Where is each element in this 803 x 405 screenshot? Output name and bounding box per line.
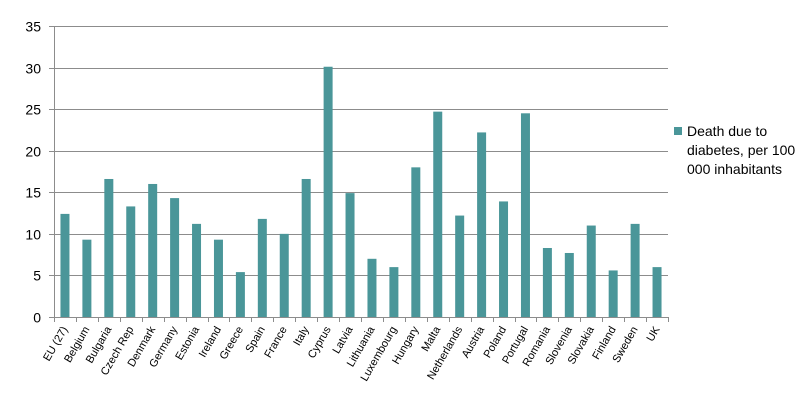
legend-swatch: [674, 127, 682, 135]
bar: [542, 247, 552, 317]
bar: [213, 239, 223, 317]
bar: [345, 193, 355, 317]
bar: [104, 178, 114, 317]
bar: [323, 66, 333, 318]
bar: [235, 272, 245, 317]
bar: [564, 252, 574, 317]
bar: [586, 225, 596, 317]
bar: [192, 223, 202, 317]
y-tick-label: 30: [25, 61, 41, 77]
bar: [433, 111, 443, 317]
bar: [82, 239, 92, 317]
bar: [499, 201, 509, 317]
x-tick-label: Italy: [291, 324, 312, 348]
y-tick-label: 20: [25, 144, 41, 160]
y-tick-label: 25: [25, 102, 41, 118]
bar: [148, 183, 158, 317]
bar: [301, 178, 311, 317]
bar: [170, 198, 180, 317]
y-tick-label: 35: [25, 19, 41, 35]
y-tick-label: 15: [25, 185, 41, 201]
x-tick-label: UK: [645, 324, 663, 344]
bar: [126, 206, 136, 317]
bar: [630, 223, 640, 317]
legend-label: Death due to diabetes, per 100 000 inhab…: [687, 123, 796, 177]
bar: [477, 132, 487, 317]
bar: [520, 113, 530, 317]
bar: [455, 215, 465, 317]
y-tick-label: 10: [25, 227, 41, 243]
y-tick-label: 0: [33, 310, 41, 326]
y-tick-label: 5: [33, 268, 41, 284]
bar: [60, 213, 70, 317]
bar: [608, 270, 618, 317]
bar: [411, 167, 421, 317]
bar: [389, 267, 399, 317]
bar: [652, 267, 662, 317]
bar: [367, 258, 377, 317]
bar: [257, 218, 267, 317]
bar: [279, 233, 289, 317]
